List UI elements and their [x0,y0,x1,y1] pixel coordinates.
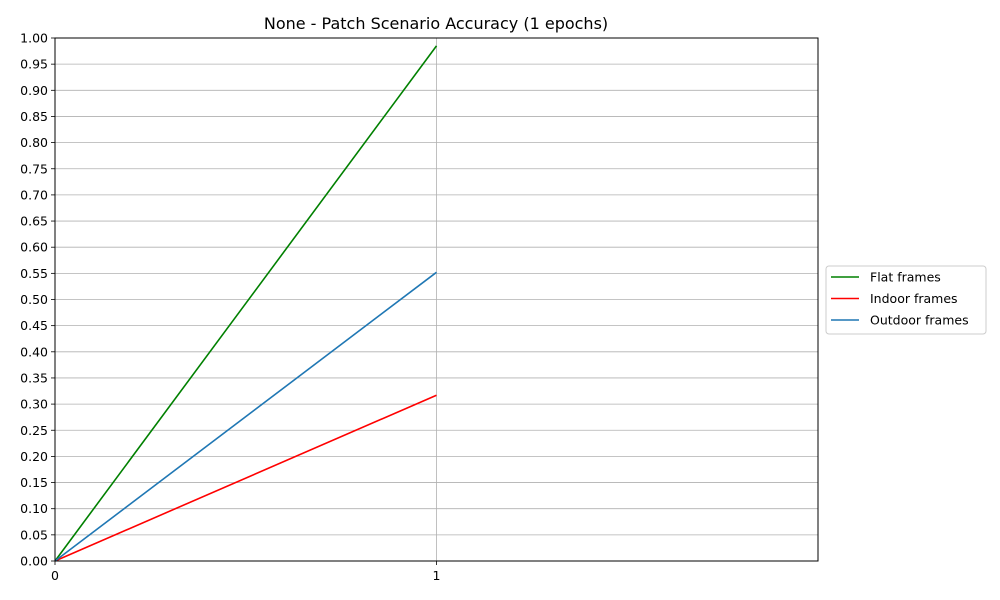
y-tick-label: 0.10 [20,501,48,516]
x-tick-label: 1 [433,568,441,583]
series-lines [54,45,438,562]
y-tick-label: 0.70 [20,187,48,202]
y-axis: 0.00 0.05 0.10 0.15 0.20 0.25 0.30 0.35 0.40 0.45… [20,31,55,569]
y-tick-label: 0.30 [20,397,48,412]
series-line-flat-frames [54,45,438,562]
y-tick-label: 0.35 [20,370,48,385]
y-tick-label: 0.90 [20,83,48,98]
legend-box [825,265,987,335]
grid [54,37,818,562]
y-tick-label: 0.20 [20,449,48,464]
y-tick-label: 0.25 [20,423,48,438]
series-line-indoor-frames [54,394,437,562]
y-tick-label: 0.80 [20,135,48,150]
y-tick-label: 0.40 [20,344,48,359]
y-tick-label: 1.00 [20,31,48,46]
y-tick-label: 0.55 [20,266,48,281]
legend-label: Outdoor frames [870,313,969,328]
y-tick-label: 0.00 [20,554,48,569]
series-line-outdoor-frames [54,271,437,562]
y-tick-label: 0.05 [20,527,48,542]
legend-label: Flat frames [870,270,941,285]
legend: Flat frames Indoor frames Outdoor frames [825,265,987,335]
y-tick-label: 0.75 [20,161,48,176]
legend-label: Indoor frames [870,291,958,306]
y-tick-label: 0.65 [20,214,48,229]
y-tick-label: 0.95 [20,57,48,72]
chart-title: None - Patch Scenario Accuracy (1 epochs… [264,14,608,33]
y-tick-label: 0.45 [20,318,48,333]
x-tick-label: 0 [51,568,59,583]
y-tick-label: 0.15 [20,475,48,490]
y-tick-label: 0.60 [20,240,48,255]
y-tick-label: 0.85 [20,109,48,124]
y-tick-label: 0.50 [20,292,48,307]
